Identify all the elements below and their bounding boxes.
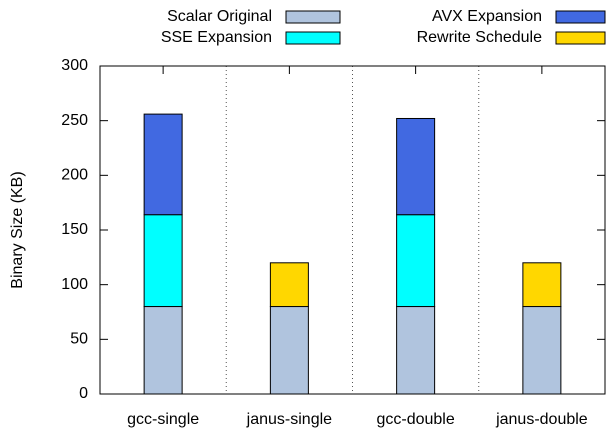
bar-segment — [396, 306, 436, 395]
x-tick-label: gcc-single — [127, 411, 199, 428]
legend-swatch — [285, 10, 341, 24]
y-tick-label: 50 — [70, 331, 88, 348]
legend-swatch — [285, 31, 341, 45]
x-tick-label: gcc-double — [376, 411, 454, 428]
y-tick-label: 250 — [61, 112, 88, 129]
y-tick-label: 0 — [79, 385, 88, 402]
y-axis-label: Binary Size (KB) — [9, 171, 26, 288]
x-tick-label: janus-single — [246, 411, 332, 428]
bar-segment — [269, 262, 309, 308]
y-tick-label: 300 — [61, 57, 88, 74]
x-tick-label: janus-double — [495, 411, 588, 428]
y-tick-label: 150 — [61, 221, 88, 238]
legend-label: AVX Expansion — [432, 8, 542, 25]
legend-swatch — [555, 10, 606, 24]
legend-label: SSE Expansion — [161, 29, 272, 46]
bar-segment — [522, 306, 562, 395]
y-tick-label: 100 — [61, 276, 88, 293]
y-tick-label: 200 — [61, 167, 88, 184]
bar-segment — [143, 214, 183, 308]
legend-swatch — [555, 31, 606, 45]
legend-label: Scalar Original — [167, 8, 272, 25]
bar-segment — [143, 113, 183, 216]
bar-segment — [143, 306, 183, 395]
legend-label: Rewrite Schedule — [417, 29, 543, 46]
bar-segment — [269, 306, 309, 395]
bar-segment — [396, 214, 436, 308]
plot-frame — [99, 65, 606, 395]
bar-segment — [396, 117, 436, 216]
bar-segment — [522, 262, 562, 308]
